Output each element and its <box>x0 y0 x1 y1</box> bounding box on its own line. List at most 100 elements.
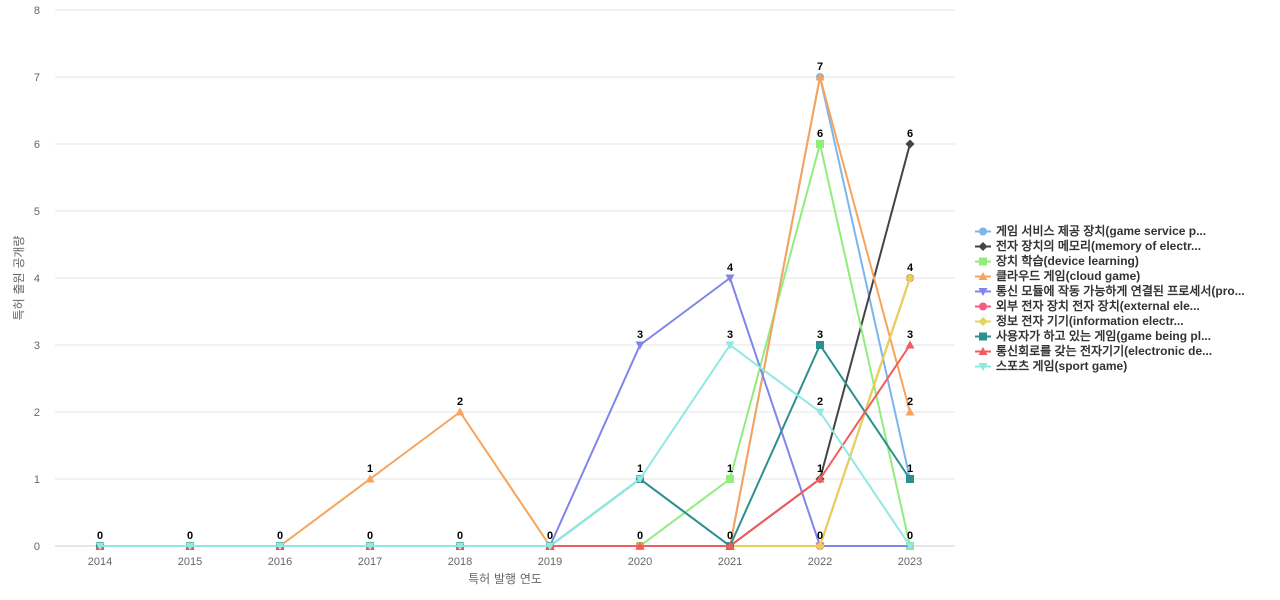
legend-item[interactable]: 게임 서비스 제공 장치(game service p... <box>975 224 1275 239</box>
marker-square <box>816 341 824 349</box>
data-label: 4 <box>907 262 914 274</box>
data-label: 0 <box>457 530 463 542</box>
series-8 <box>96 341 914 550</box>
marker-square <box>979 257 987 266</box>
marker-diamond <box>978 317 988 326</box>
data-label: 2 <box>817 396 823 408</box>
legend-swatch <box>975 363 991 371</box>
marker-circle <box>979 227 987 236</box>
marker-triangle-down <box>815 408 825 417</box>
data-label: 1 <box>367 463 373 475</box>
legend-label: 정보 전자 기기(information electr... <box>996 314 1184 328</box>
marker-square <box>816 140 824 148</box>
marker-triangle-down <box>545 542 555 551</box>
legend-item[interactable]: 스포츠 게임(sport game) <box>975 359 1275 374</box>
legend-swatch <box>975 227 991 236</box>
legend-item[interactable]: 사용자가 하고 있는 게임(game being pl... <box>975 329 1275 344</box>
x-tick-label: 2019 <box>538 556 562 568</box>
marker-triangle-down <box>978 363 988 371</box>
x-tick-label: 2014 <box>88 556 112 568</box>
marker-triangle-down <box>635 341 645 350</box>
legend-label: 외부 전자 장치 전자 장치(external ele... <box>996 299 1200 313</box>
legend: 게임 서비스 제공 장치(game service p... 전자 장치의 메모리… <box>975 224 1275 374</box>
data-label: 0 <box>727 530 733 542</box>
series-line <box>100 344 911 547</box>
series-9 <box>95 340 915 550</box>
legend-label: 장치 학습(device learning) <box>996 254 1139 268</box>
legend-item[interactable]: 클라우드 게임(cloud game) <box>975 269 1275 284</box>
legend-swatch <box>975 257 991 266</box>
marker-triangle <box>365 474 375 483</box>
data-label: 0 <box>187 530 193 542</box>
data-label: 0 <box>907 530 913 542</box>
y-tick-label: 2 <box>34 407 40 419</box>
legend-item[interactable]: 장치 학습(device learning) <box>975 254 1275 269</box>
gridlines <box>55 9 955 547</box>
legend-item[interactable]: 통신회로를 갖는 전자기기(electronic de... <box>975 344 1275 359</box>
legend-swatch <box>975 317 991 326</box>
series-line <box>100 344 911 547</box>
series-line <box>100 76 911 547</box>
data-label: 2 <box>907 396 913 408</box>
x-tick-label: 2015 <box>178 556 202 568</box>
legend-item[interactable]: 정보 전자 기기(information electr... <box>975 314 1275 329</box>
marker-triangle-down <box>365 542 375 551</box>
x-tick-label: 2022 <box>808 556 832 568</box>
legend-item[interactable]: 전자 장치의 메모리(memory of electr... <box>975 239 1275 254</box>
marker-triangle-down <box>635 475 645 484</box>
x-tick-label: 2021 <box>718 556 742 568</box>
legend-swatch <box>975 242 991 251</box>
y-tick-label: 5 <box>34 206 40 218</box>
x-tick-label: 2018 <box>448 556 472 568</box>
legend-swatch <box>975 302 991 311</box>
data-label: 0 <box>637 530 643 542</box>
legend-swatch <box>975 272 991 280</box>
marker-triangle-down <box>95 542 105 551</box>
y-tick-label: 3 <box>34 340 40 352</box>
legend-label: 전자 장치의 메모리(memory of electr... <box>996 239 1202 253</box>
marker-diamond <box>905 139 915 149</box>
legend-swatch <box>975 347 991 355</box>
legend-label: 클라우드 게임(cloud game) <box>996 269 1141 283</box>
marker-triangle <box>905 407 915 416</box>
legend-item[interactable]: 통신 모듈에 작동 가능하게 연결된 프로세서(pro... <box>975 284 1275 299</box>
series-10 <box>95 341 915 551</box>
marker-triangle-down <box>725 341 735 350</box>
series-layer <box>95 72 915 551</box>
data-label: 2 <box>457 396 463 408</box>
marker-triangle <box>635 541 645 550</box>
legend-label: 통신 모듈에 작동 가능하게 연결된 프로세서(pro... <box>996 284 1245 298</box>
y-tick-label: 4 <box>34 273 40 285</box>
y-axis-ticks: 0 1 2 3 4 5 6 7 8 <box>34 5 40 553</box>
data-label: 0 <box>97 530 103 542</box>
marker-triangle <box>455 407 465 416</box>
data-label: 3 <box>817 329 823 341</box>
data-label: 0 <box>367 530 373 542</box>
y-tick-label: 0 <box>34 541 40 553</box>
data-label: 0 <box>277 530 283 542</box>
data-label: 1 <box>817 463 823 475</box>
y-tick-label: 6 <box>34 139 40 151</box>
x-tick-label: 2017 <box>358 556 382 568</box>
legend-swatch <box>975 332 991 341</box>
legend-swatch <box>975 288 991 296</box>
legend-label: 게임 서비스 제공 장치(game service p... <box>996 224 1207 238</box>
marker-triangle-down <box>905 542 915 551</box>
legend-label: 통신회로를 갖는 전자기기(electronic de... <box>996 344 1213 358</box>
data-label: 3 <box>637 329 643 341</box>
series-line <box>100 76 911 547</box>
y-axis-title: 특허 출원 공개량 <box>12 236 26 321</box>
data-label: 7 <box>817 61 823 73</box>
marker-triangle <box>815 72 825 81</box>
x-axis-ticks: 2014 2015 2016 2017 2018 2019 2020 2021 2022 2023 <box>88 556 922 568</box>
data-labels: 0 0 0 0 1 0 2 0 0 1 3 0 1 3 4 0 1 2 3 6 7 0 1 2 3 4 6 <box>97 61 914 542</box>
marker-circle <box>979 302 987 311</box>
data-label: 1 <box>637 463 643 475</box>
legend-item[interactable]: 외부 전자 장치 전자 장치(external ele... <box>975 299 1275 314</box>
y-tick-label: 7 <box>34 72 40 84</box>
marker-triangle <box>725 541 735 550</box>
x-tick-label: 2023 <box>898 556 922 568</box>
data-label: 1 <box>727 463 733 475</box>
marker-triangle-down <box>185 542 195 551</box>
